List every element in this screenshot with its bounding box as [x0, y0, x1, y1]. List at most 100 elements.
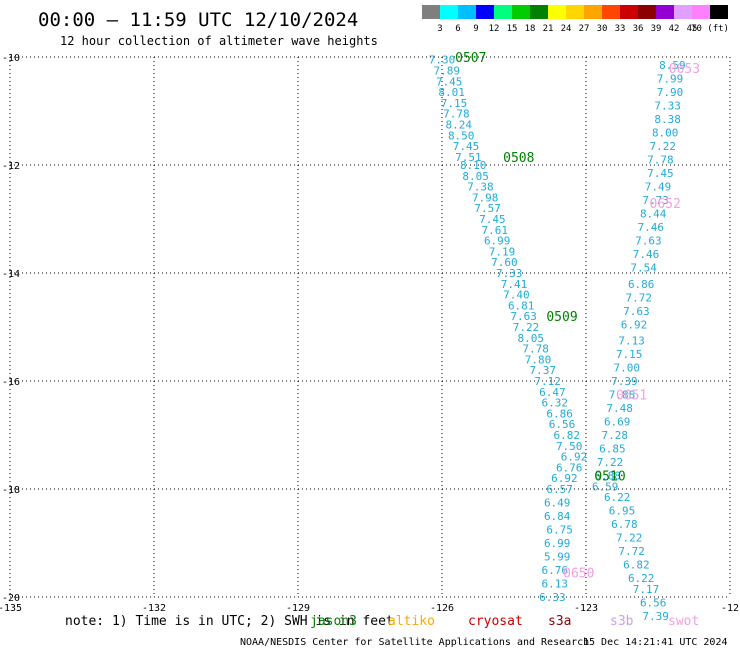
- pass-time-tag: 0650: [563, 567, 594, 582]
- x-tick-label: -12: [721, 603, 739, 614]
- jason3-swh-point: 7.38: [467, 181, 494, 194]
- x-tick-label: -135: [0, 603, 22, 614]
- jason3-swh-point: 7.51: [455, 151, 482, 164]
- jason3-swh-point: 7.63: [510, 310, 537, 323]
- x-axis-ticks: -135 -132 -129 -126 -123 -12: [0, 603, 739, 614]
- y-axis-ticks: -10 -12 -14 -16 -18 -20: [2, 53, 20, 604]
- color-swatch: [512, 5, 530, 19]
- jason3-swh-point: 6.75: [546, 524, 573, 537]
- y-tick-label: -14: [2, 269, 20, 280]
- color-swatch: [548, 5, 566, 19]
- jason3-swh-point: 6.76: [556, 461, 583, 474]
- jason3-swh-point: 6.99: [544, 537, 571, 550]
- swot-swh-point: 8.59: [659, 59, 686, 72]
- jason3-swh-point: 6.92: [551, 472, 578, 485]
- jason3-swh-point: 6.57: [546, 483, 573, 496]
- swot-swh-point: 7.54: [630, 262, 657, 275]
- pass-time-tag: 0651: [616, 389, 647, 404]
- jason3-swh-point: 7.57: [474, 202, 501, 215]
- mission-s3b: s3b: [610, 614, 634, 629]
- color-swatch: [638, 5, 656, 19]
- swot-swh-point: 7.90: [657, 86, 684, 99]
- swot-swh-point: 8.00: [652, 127, 679, 140]
- jason3-swh-point: 8.24: [446, 119, 473, 132]
- scale-label: 12: [489, 24, 500, 34]
- swot-swh-point: 6.69: [604, 416, 631, 429]
- color-swatch: [566, 5, 584, 19]
- jason3-swh-point: 6.82: [554, 429, 581, 442]
- y-tick-label: -20: [2, 593, 20, 604]
- swot-swh-point: 7.78: [647, 154, 674, 167]
- mission-jason3: jason3: [310, 614, 357, 629]
- swot-swh-point: 6.22: [628, 572, 655, 585]
- jason3-swh-point: 6.81: [508, 299, 535, 312]
- y-tick-label: -10: [2, 53, 20, 64]
- swot-swh-point: 6.95: [609, 505, 636, 518]
- jason3-swh-point: 6.47: [539, 386, 566, 399]
- scale-label: 45: [687, 24, 698, 34]
- swot-swh-point: 6.59: [592, 480, 619, 493]
- pass-time-tag: 0509: [546, 310, 577, 325]
- jason3-swh-point: 6.33: [539, 591, 566, 604]
- mission-swot: swot: [668, 614, 699, 629]
- scale-label: 36: [633, 24, 644, 34]
- x-tick-label: -129: [286, 603, 310, 614]
- jason3-swh-point: 7.50: [556, 440, 583, 453]
- scale-label: 30: [597, 24, 608, 34]
- scale-label: 39: [651, 24, 662, 34]
- jason3-swh-point: 6.13: [542, 578, 569, 591]
- color-swatch: [440, 5, 458, 19]
- y-tick-label: -18: [2, 485, 20, 496]
- scale-label: 18: [525, 24, 536, 34]
- jason3-swh-point: 7.45: [479, 213, 506, 226]
- color-swatch: [620, 5, 638, 19]
- swot-swh-point: 7.39: [611, 375, 638, 388]
- jason3-swh-point: 7.19: [489, 245, 516, 258]
- units-note: note: 1) Time is in UTC; 2) SWH is in fe…: [65, 614, 394, 629]
- jason3-swh-point: 7.60: [491, 256, 518, 269]
- jason3-swh-point: 6.84: [544, 510, 571, 523]
- footer-credit: NOAA/NESDIS Center for Satellite Applica…: [240, 637, 589, 648]
- jason3-swh-point: 6.99: [484, 235, 511, 248]
- swot-swh-point: 7.46: [633, 248, 660, 261]
- plot-grid: [9, 56, 731, 598]
- jason3-swh-point: 8.05: [518, 332, 545, 345]
- scale-label: 6: [455, 24, 460, 34]
- jason3-swh-point: 7.12: [534, 375, 561, 388]
- pass-time-tags: 0507 0508 0509 0510 0653 0652 0651 0650: [455, 51, 700, 582]
- swot-swh-point: 7.46: [638, 221, 665, 234]
- scale-label: 70 (ft): [691, 24, 729, 34]
- mission-legend: jason3 altiko cryosat s3a s3b swot: [310, 614, 699, 629]
- jason3-swh-point: 6.49: [544, 497, 571, 510]
- scale-label: 3: [437, 24, 442, 34]
- swot-swh-point: 7.88: [609, 389, 636, 402]
- swot-swh-point: 7.22: [616, 532, 643, 545]
- color-swatch: [476, 5, 494, 19]
- swot-swh-point: 6.92: [621, 318, 648, 331]
- data-points: 7.307.897.458.017.157.788.248.507.457.51…: [429, 54, 686, 623]
- pass-time-tag: 0653: [669, 62, 700, 77]
- swot-swh-point: 6.82: [623, 559, 650, 572]
- color-swatch: [530, 5, 548, 19]
- swot-swh-point: 7.99: [657, 73, 684, 86]
- pass-time-tag: 0508: [503, 151, 534, 166]
- swot-swh-point: 7.22: [597, 456, 624, 469]
- swot-swh-point: 6.86: [628, 278, 655, 291]
- jason3-swh-point: 5.99: [544, 551, 571, 564]
- jason3-swh-point: 8.50: [448, 129, 475, 142]
- jason3-swh-point: 7.45: [453, 140, 480, 153]
- color-swatch: [692, 5, 710, 19]
- swot-swh-point: 6.85: [599, 443, 626, 456]
- swot-swh-point: 7.33: [654, 100, 681, 113]
- pass-time-tag: 0510: [594, 470, 625, 485]
- swot-swh-point: 7.63: [623, 305, 650, 318]
- swot-swh-point: 6.22: [604, 491, 631, 504]
- mission-s3a: s3a: [548, 614, 571, 629]
- scale-label: 24: [561, 24, 572, 34]
- mission-altiko: altiko: [388, 614, 435, 629]
- jason3-swh-point: 7.78: [522, 343, 549, 356]
- jason3-swh-point: 8.10: [460, 159, 487, 172]
- scale-label: 42: [669, 24, 680, 34]
- jason3-swh-point: 7.37: [530, 364, 557, 377]
